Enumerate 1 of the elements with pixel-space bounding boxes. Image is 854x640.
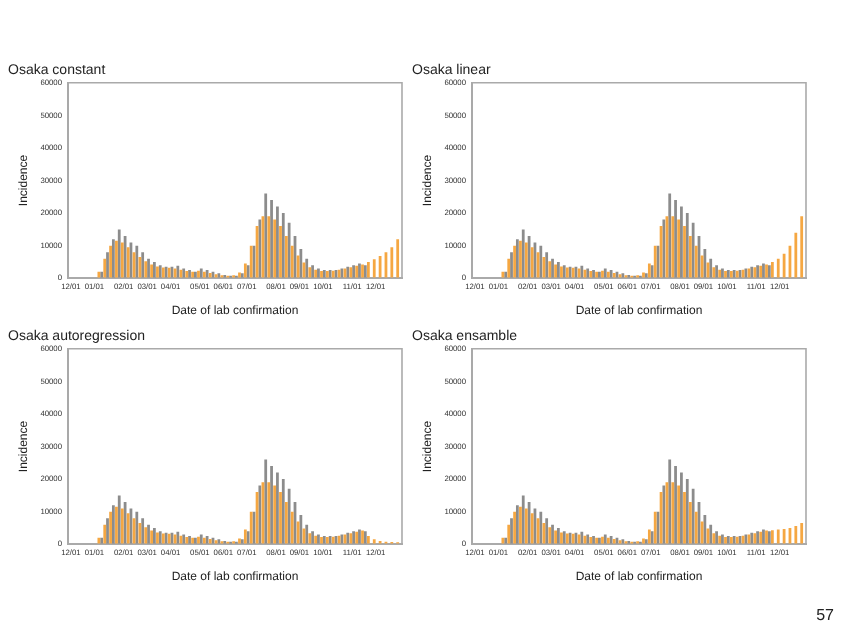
text: 57: [816, 606, 834, 624]
